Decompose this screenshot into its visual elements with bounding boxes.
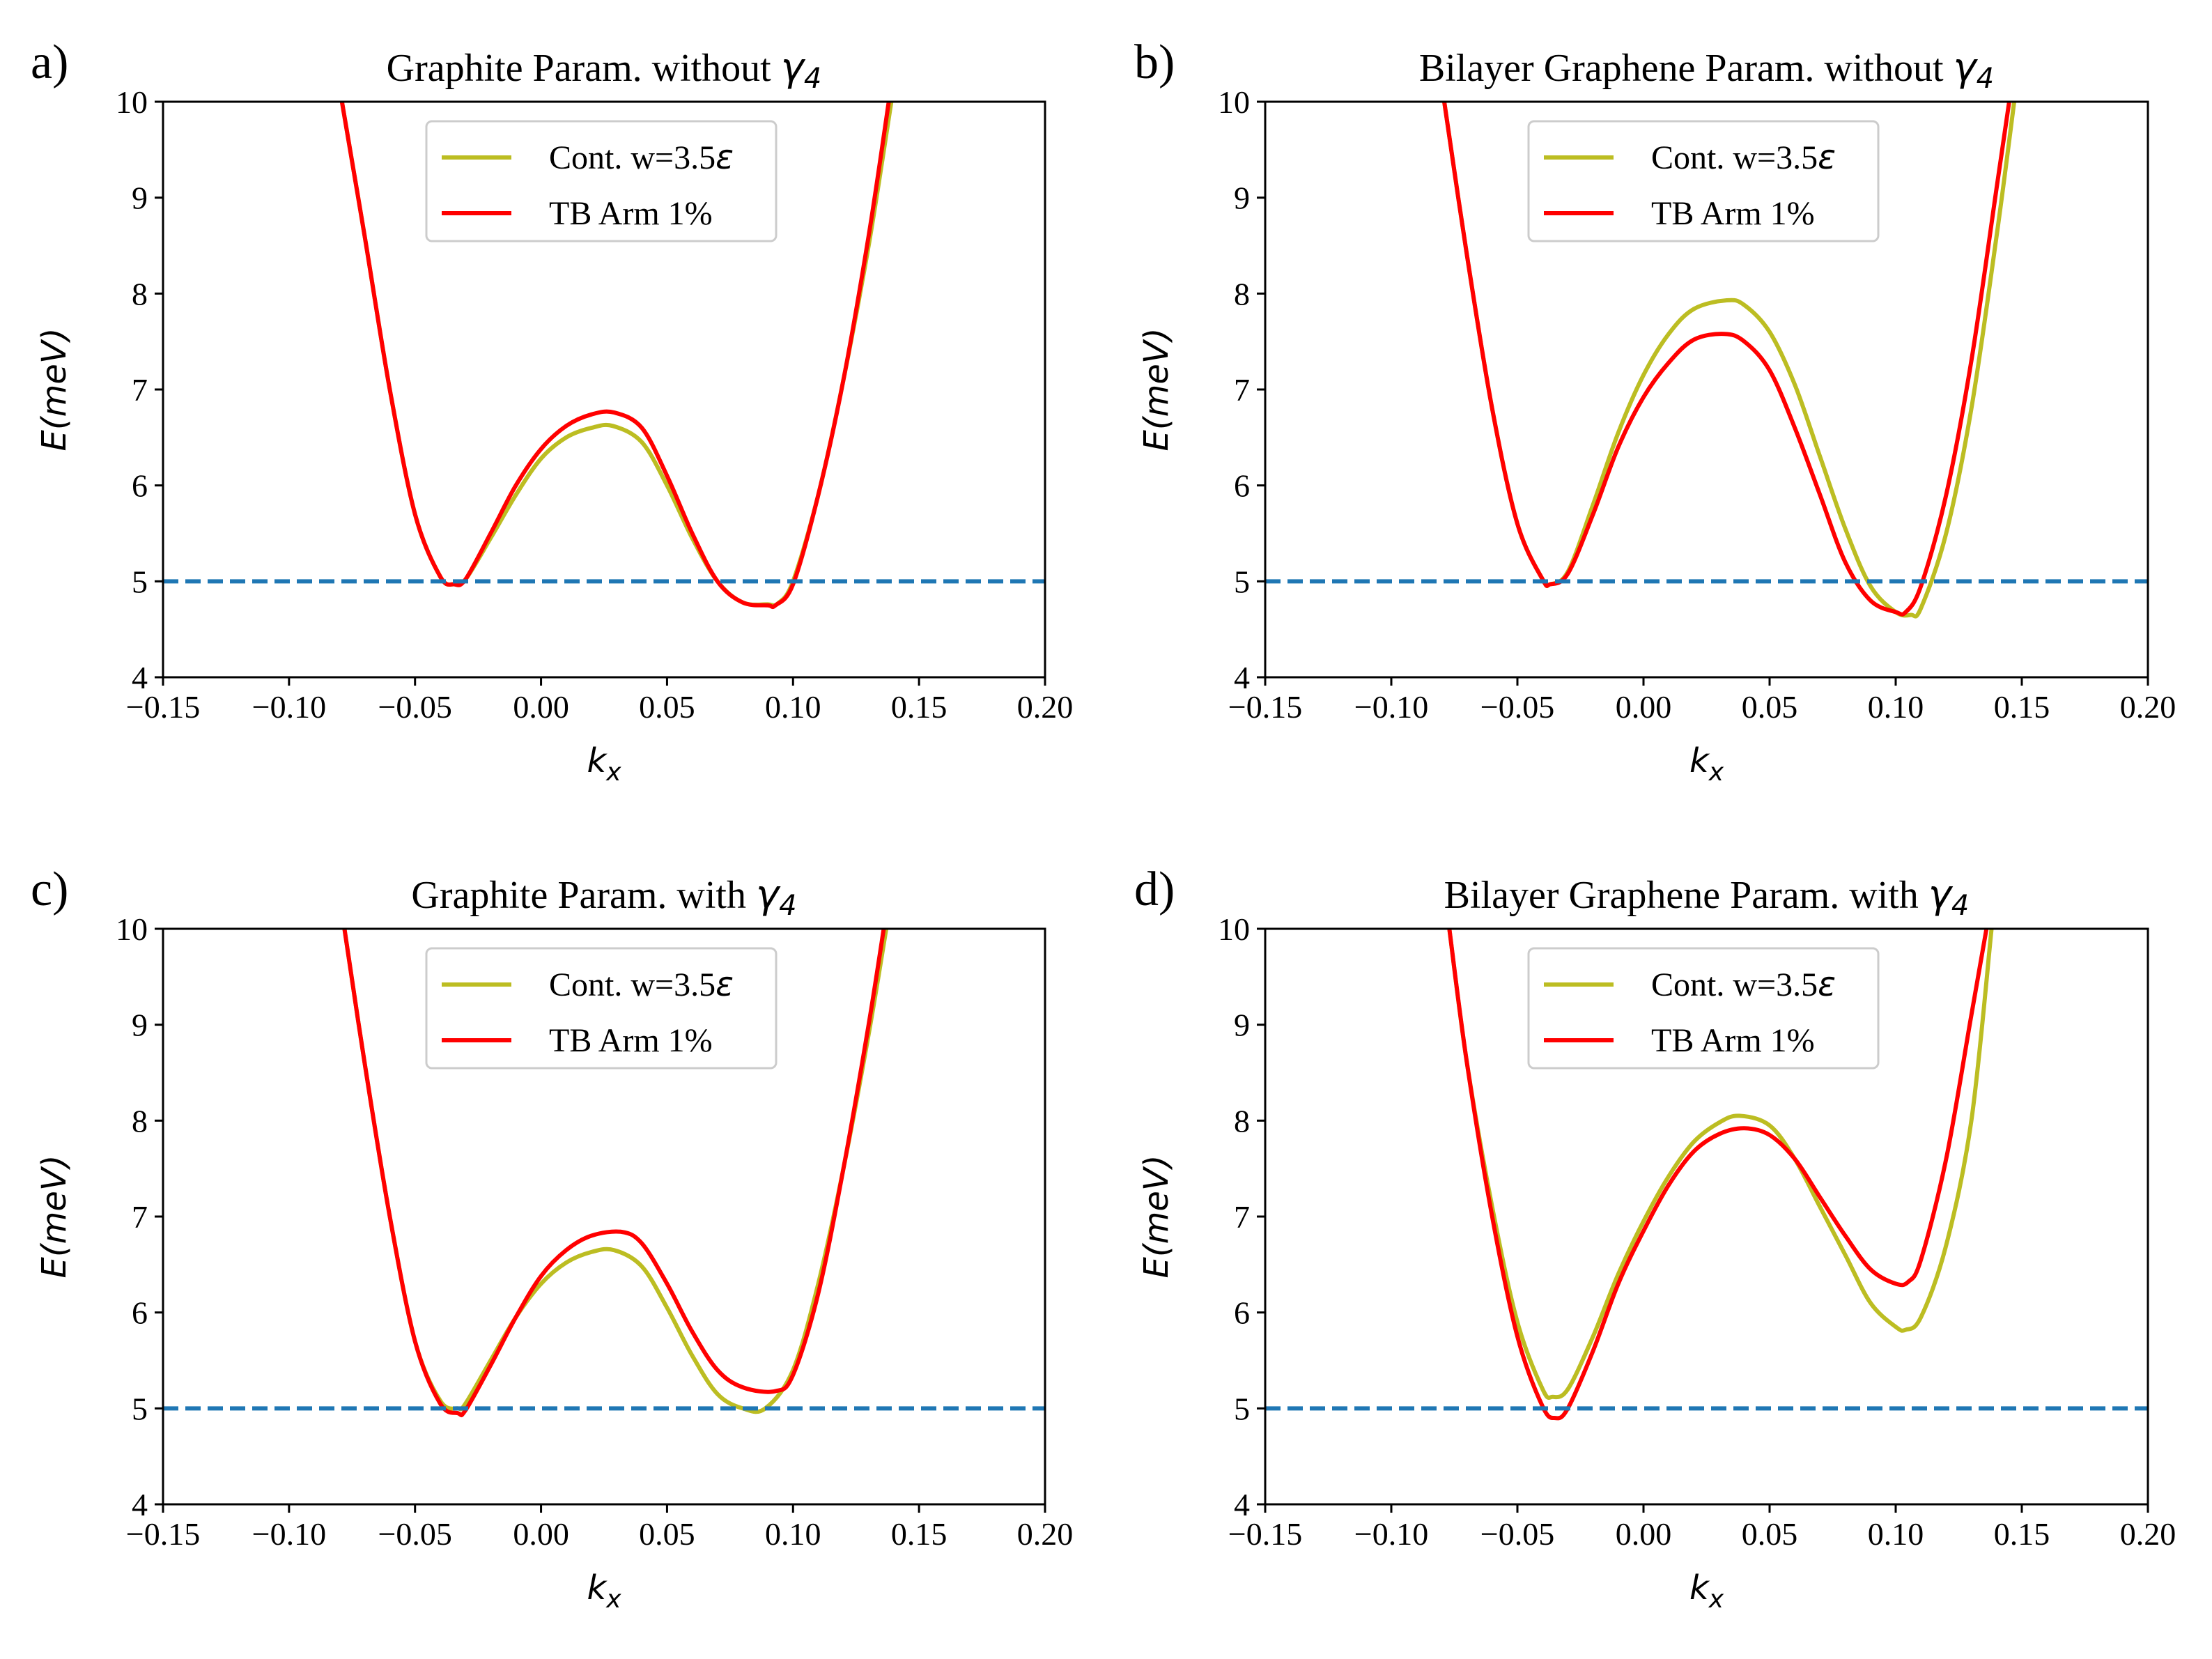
x-axis-label: kx	[587, 1568, 621, 1614]
y-tick-label: 4	[132, 1487, 148, 1522]
chart-title: Graphite Param. without γ4	[387, 45, 822, 95]
y-tick-label: 7	[1234, 1199, 1250, 1235]
x-tick-label: −0.15	[1228, 1516, 1302, 1552]
x-tick-label: 0.15	[1994, 1516, 2050, 1552]
series-line-tight-binding	[342, 929, 886, 1418]
x-tick-label: −0.05	[378, 1516, 451, 1552]
series-line-tight-binding	[339, 102, 891, 610]
y-tick-label: 7	[1234, 372, 1250, 408]
x-tick-label: 0.00	[1616, 1516, 1672, 1552]
y-tick-label: 7	[132, 1199, 148, 1235]
y-tick-label: 4	[132, 660, 148, 695]
x-tick-label: 0.05	[1742, 689, 1798, 725]
legend: Cont. w=3.5ε TB Arm 1%	[1527, 947, 1880, 1070]
x-axis-label: kx	[1689, 741, 1724, 787]
legend: Cont. w=3.5ε TB Arm 1%	[1527, 120, 1880, 242]
chart-panel-d: d) Bilayer Graphene Param. with γ4 −0.15 −0…	[1134, 863, 2176, 1614]
panel-label: c)	[31, 863, 68, 916]
chart-title: Bilayer Graphene Param. without γ4	[1419, 45, 1994, 95]
series-line-continuum	[1447, 929, 1994, 1400]
x-tick-label: 0.20	[2120, 1516, 2176, 1552]
y-tick-label: 10	[116, 911, 148, 947]
series-line-tight-binding	[1442, 102, 2011, 617]
x-tick-label: 0.10	[1868, 689, 1924, 725]
legend-entry: Cont. w=3.5ε	[1651, 965, 1836, 1004]
panel-label: d)	[1134, 863, 1175, 916]
chart-panel-c: c) Graphite Param. with γ4 −0.15 −0.10 −0.05…	[31, 863, 1073, 1614]
legend-entry: TB Arm 1%	[549, 1022, 713, 1059]
y-tick-label: 6	[1234, 1295, 1250, 1331]
y-axis-label: E(meV)	[1137, 1155, 1176, 1279]
legend-entry: TB Arm 1%	[549, 195, 713, 232]
chart-panel-a: a) Graphite Param. without γ4 −0.15 −0.10 −0…	[31, 36, 1073, 787]
x-tick-label: 0.20	[2120, 689, 2176, 725]
x-tick-label: 0.15	[891, 1516, 948, 1552]
x-tick-label: 0.10	[1868, 1516, 1924, 1552]
y-tick-label: 5	[132, 1391, 148, 1426]
y-tick-label: 8	[1234, 276, 1250, 311]
y-tick-label: 6	[1234, 468, 1250, 504]
x-tick-label: 0.05	[1742, 1516, 1798, 1552]
legend-entry: Cont. w=3.5ε	[549, 138, 734, 177]
y-axis-label: E(meV)	[35, 328, 74, 452]
y-tick-label: 10	[116, 84, 148, 120]
chart-title: Graphite Param. with γ4	[411, 872, 796, 922]
x-tick-label: 0.00	[513, 689, 569, 725]
chart-title: Bilayer Graphene Param. with γ4	[1444, 872, 1970, 922]
y-tick-label: 10	[1218, 911, 1250, 947]
x-tick-label: −0.05	[1480, 1516, 1554, 1552]
x-tick-label: 0.20	[1017, 1516, 1074, 1552]
y-tick-label: 5	[1234, 564, 1250, 599]
y-tick-label: 8	[1234, 1103, 1250, 1139]
y-tick-label: 6	[132, 1295, 148, 1331]
y-tick-label: 9	[1234, 1008, 1250, 1043]
x-axis-label: kx	[1689, 1568, 1724, 1614]
legend-entry: TB Arm 1%	[1651, 1022, 1815, 1059]
legend: Cont. w=3.5ε TB Arm 1%	[425, 947, 778, 1070]
y-axis-label: E(meV)	[1137, 328, 1176, 452]
legend-entry: Cont. w=3.5ε	[549, 965, 734, 1004]
x-tick-label: 0.10	[765, 689, 821, 725]
y-tick-label: 4	[1234, 1487, 1250, 1522]
legend-entry: Cont. w=3.5ε	[1651, 138, 1836, 177]
x-tick-label: −0.15	[126, 1516, 200, 1552]
x-tick-label: 0.15	[891, 689, 948, 725]
legend-entry: TB Arm 1%	[1651, 195, 1815, 232]
y-tick-label: 5	[1234, 1391, 1250, 1426]
x-tick-label: 0.15	[1994, 689, 2050, 725]
x-tick-label: 0.20	[1017, 689, 1074, 725]
x-tick-label: 0.05	[639, 689, 695, 725]
x-tick-label: −0.05	[1480, 689, 1554, 725]
x-tick-label: −0.10	[1354, 1516, 1428, 1552]
x-axis-label: kx	[587, 741, 621, 787]
x-tick-label: 0.10	[765, 1516, 821, 1552]
x-tick-label: 0.05	[639, 1516, 695, 1552]
y-tick-label: 7	[132, 372, 148, 408]
y-axis-label: E(meV)	[35, 1155, 74, 1279]
y-tick-label: 9	[132, 180, 148, 216]
y-tick-label: 4	[1234, 660, 1250, 695]
x-tick-label: −0.15	[126, 689, 200, 725]
legend: Cont. w=3.5ε TB Arm 1%	[425, 120, 778, 242]
x-tick-label: −0.10	[1354, 689, 1428, 725]
x-tick-label: −0.05	[378, 689, 451, 725]
x-tick-label: −0.10	[252, 689, 326, 725]
y-tick-label: 8	[132, 276, 148, 311]
panel-label: a)	[31, 36, 68, 89]
chart-panel-b: b) Bilayer Graphene Param. without γ4 −0.1…	[1134, 36, 2176, 787]
x-tick-label: 0.00	[1616, 689, 1672, 725]
x-tick-label: −0.10	[252, 1516, 326, 1552]
y-tick-label: 10	[1218, 84, 1250, 120]
y-tick-label: 9	[1234, 180, 1250, 216]
x-tick-label: −0.15	[1228, 689, 1302, 725]
y-tick-label: 8	[132, 1103, 148, 1139]
x-tick-label: 0.00	[513, 1516, 569, 1552]
y-tick-label: 5	[132, 564, 148, 599]
y-tick-label: 9	[132, 1008, 148, 1043]
panel-label: b)	[1134, 36, 1175, 89]
y-tick-label: 6	[132, 468, 148, 504]
series-line-tight-binding	[1447, 929, 1989, 1421]
